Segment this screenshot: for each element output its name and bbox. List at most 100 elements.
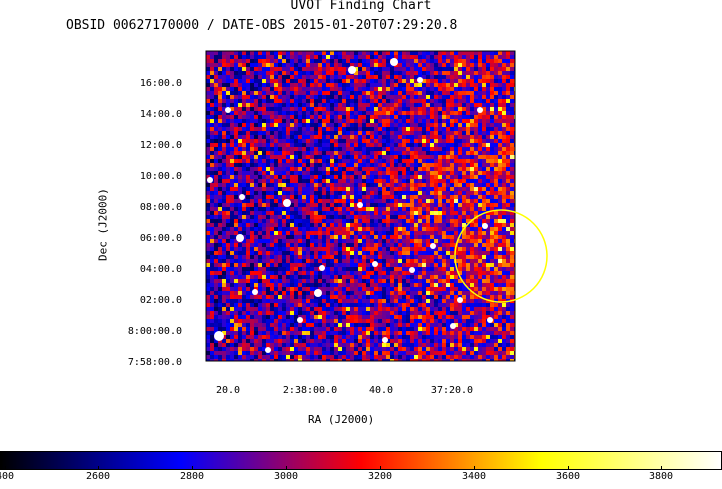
image-pixel (306, 143, 310, 147)
image-pixel (238, 287, 242, 291)
image-pixel (466, 219, 470, 223)
image-pixel (346, 195, 350, 199)
image-pixel (422, 247, 426, 251)
image-pixel (498, 59, 502, 63)
image-pixel (398, 287, 402, 291)
image-pixel (342, 167, 346, 171)
image-pixel (434, 251, 438, 255)
image-pixel (402, 299, 406, 303)
image-pixel (478, 163, 482, 167)
image-pixel (422, 99, 426, 103)
image-pixel (494, 271, 498, 275)
image-pixel (282, 219, 286, 223)
image-pixel (466, 151, 470, 155)
image-pixel (482, 199, 486, 203)
image-pixel (402, 275, 406, 279)
image-pixel (486, 235, 490, 239)
image-pixel (346, 279, 350, 283)
image-pixel (322, 107, 326, 111)
image-pixel (330, 243, 334, 247)
image-pixel (334, 123, 338, 127)
image-pixel (206, 291, 210, 295)
image-pixel (426, 123, 430, 127)
image-pixel (210, 219, 214, 223)
image-pixel (238, 207, 242, 211)
image-pixel (334, 191, 338, 195)
image-pixel (342, 51, 346, 55)
image-pixel (470, 195, 474, 199)
image-pixel (382, 135, 386, 139)
image-pixel (302, 183, 306, 187)
image-pixel (282, 119, 286, 123)
image-pixel (458, 87, 462, 91)
image-pixel (498, 239, 502, 243)
image-pixel (314, 303, 318, 307)
image-pixel (398, 207, 402, 211)
image-pixel (382, 195, 386, 199)
image-pixel (510, 187, 514, 191)
image-pixel (238, 131, 242, 135)
image-pixel (274, 107, 278, 111)
image-pixel (370, 167, 374, 171)
image-pixel (386, 95, 390, 99)
image-pixel (370, 71, 374, 75)
image-pixel (486, 211, 490, 215)
image-pixel (346, 175, 350, 179)
image-pixel (382, 199, 386, 203)
image-pixel (506, 103, 510, 107)
image-pixel (490, 91, 494, 95)
image-pixel (490, 223, 494, 227)
image-pixel (310, 271, 314, 275)
image-pixel (362, 127, 366, 131)
image-pixel (242, 171, 246, 175)
image-pixel (298, 275, 302, 279)
image-pixel (338, 199, 342, 203)
image-pixel (506, 191, 510, 195)
image-pixel (326, 67, 330, 71)
image-pixel (278, 191, 282, 195)
image-pixel (246, 59, 250, 63)
image-pixel (274, 271, 278, 275)
image-pixel (366, 175, 370, 179)
image-pixel (474, 191, 478, 195)
image-pixel (394, 211, 398, 215)
image-pixel (494, 119, 498, 123)
image-pixel (258, 119, 262, 123)
image-pixel (250, 291, 254, 295)
image-pixel (326, 191, 330, 195)
image-pixel (222, 219, 226, 223)
image-pixel (462, 203, 466, 207)
image-pixel (466, 243, 470, 247)
image-pixel (486, 271, 490, 275)
image-pixel (474, 135, 478, 139)
image-pixel (338, 123, 342, 127)
image-pixel (506, 75, 510, 79)
image-pixel (294, 71, 298, 75)
image-pixel (426, 95, 430, 99)
image-pixel (222, 55, 226, 59)
image-pixel (358, 147, 362, 151)
image-pixel (274, 215, 278, 219)
image-pixel (290, 163, 294, 167)
image-pixel (442, 199, 446, 203)
image-pixel (226, 55, 230, 59)
image-pixel (342, 239, 346, 243)
image-pixel (478, 131, 482, 135)
image-pixel (434, 231, 438, 235)
image-pixel (210, 135, 214, 139)
image-pixel (442, 95, 446, 99)
image-pixel (350, 259, 354, 263)
image-pixel (410, 63, 414, 67)
image-pixel (454, 107, 458, 111)
image-pixel (254, 207, 258, 211)
image-pixel (314, 215, 318, 219)
image-pixel (426, 199, 430, 203)
image-pixel (502, 67, 506, 71)
image-pixel (398, 111, 402, 115)
image-pixel (286, 187, 290, 191)
image-pixel (450, 107, 454, 111)
image-pixel (246, 67, 250, 71)
image-pixel (366, 59, 370, 63)
image-pixel (426, 171, 430, 175)
image-pixel (506, 219, 510, 223)
